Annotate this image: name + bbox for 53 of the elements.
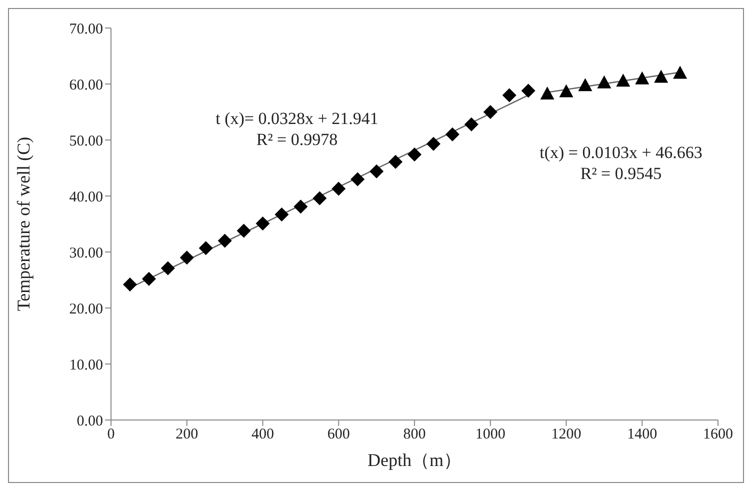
y-axis-title: Temperature of well (C) [13,136,34,312]
point [180,250,194,265]
point [198,241,213,256]
point [388,154,403,169]
y-tick-label: 0.00 [76,413,103,430]
point [142,272,156,286]
point [332,182,346,196]
x-tick-label: 800 [403,426,426,443]
point [236,224,251,238]
point [654,70,668,83]
y-tick-label: 60.00 [69,77,103,94]
x-tick-label: 1000 [475,426,506,443]
point [408,148,422,162]
point [597,75,612,88]
point [312,191,327,206]
x-tick-label: 1600 [703,426,733,443]
point [559,84,574,98]
point [274,207,289,222]
point [445,127,460,142]
annotation: t(x) = 0.0103x + 46.663 [540,143,702,163]
point [218,234,232,248]
y-tick-label: 30.00 [69,245,103,262]
x-tick-label: 400 [252,426,274,443]
annotation: R² = 0.9978 [256,130,338,150]
point [122,277,137,292]
point [370,164,384,178]
y-tick-label: 40.00 [69,189,103,206]
point [426,136,440,151]
x-tick-label: 0 [107,426,115,443]
point [635,71,650,84]
annotation: t (x)= 0.0328x + 21.941 [216,109,378,129]
y-tick-label: 10.00 [69,357,103,374]
x-axis-title: Depth（m） [368,450,462,470]
y-tick-label: 50.00 [69,133,103,150]
point [673,66,688,79]
x-tick-label: 1200 [551,426,582,443]
point [483,105,498,119]
point [616,74,630,87]
point [464,117,478,132]
annotation: R² = 0.9545 [580,164,662,184]
x-tick-label: 600 [327,426,350,443]
x-tick-label: 200 [176,426,198,443]
y-tick-label: 20.00 [69,301,103,318]
point [160,261,175,276]
point [256,216,270,230]
point [521,84,536,98]
point [578,78,592,92]
point [540,86,554,100]
point [294,200,308,214]
y-tick-label: 70.00 [69,21,103,38]
x-tick-label: 1400 [627,426,658,443]
point [502,88,516,102]
point [350,172,365,186]
